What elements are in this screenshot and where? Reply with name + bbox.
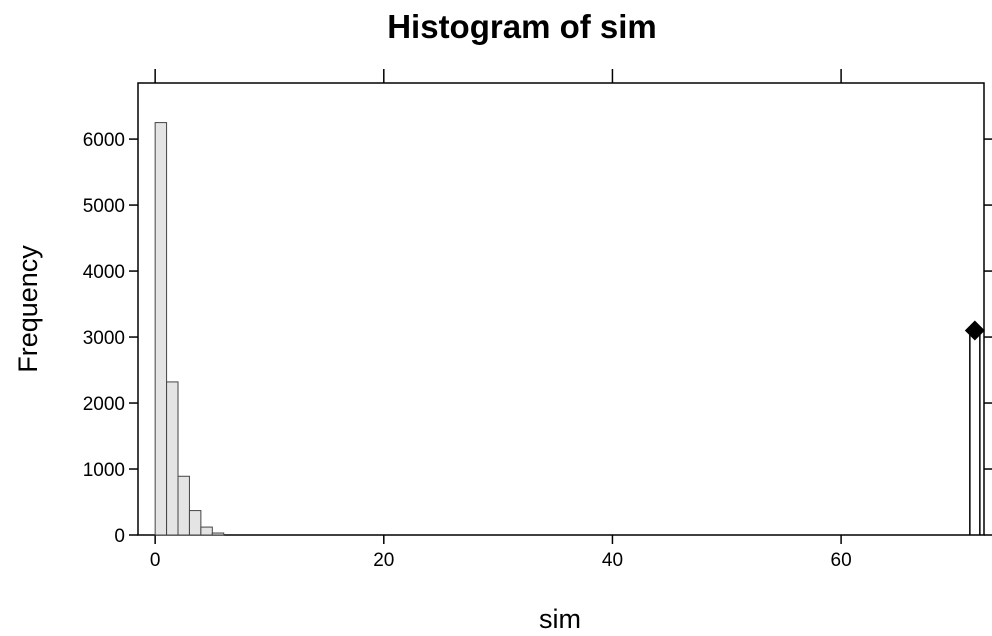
observed-diamond-marker [964,320,985,341]
histogram-bar [188,510,202,536]
histogram-bar [166,381,179,536]
observed-value-indicator [964,320,985,535]
y-axis-title: Frequency [13,245,43,373]
y-tick-label: 2000 [83,394,125,415]
chart-title: Histogram of sim [387,8,657,45]
y-tick-label: 0 [114,526,125,547]
y-tick-label: 3000 [83,328,125,349]
x-tick-label: 20 [373,550,394,571]
y-tick-label: 6000 [83,130,125,151]
x-tick-label: 60 [831,550,852,571]
x-axis-title: sim [539,604,581,634]
histogram-bar [200,526,213,536]
y-axis: 0 1000 2000 3000 4000 5000 6000 [83,130,992,547]
x-axis: 0 20 40 60 [150,69,852,571]
x-tick-label: 40 [602,550,623,571]
histogram-bar [177,475,190,536]
y-tick-label: 5000 [83,196,125,217]
histogram-bar [211,532,225,536]
y-tick-label: 4000 [83,262,125,283]
histogram-bar [154,122,168,536]
x-tick-label: 0 [150,550,161,571]
plot-frame [137,82,985,536]
histogram-bars [154,122,225,536]
y-tick-label: 1000 [83,460,125,481]
